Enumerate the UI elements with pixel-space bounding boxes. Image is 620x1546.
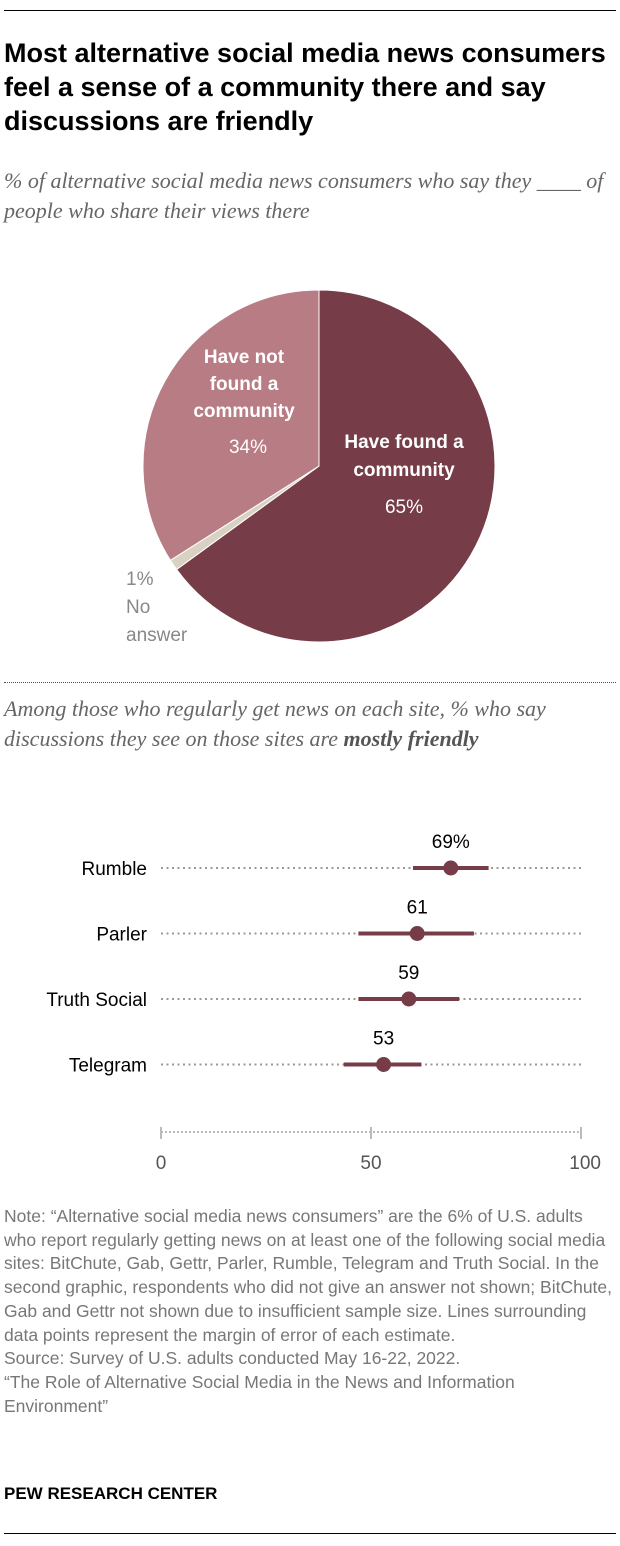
data-label: 69% <box>432 832 470 853</box>
x-tick-label: 0 <box>156 1153 167 1174</box>
pie-label-no-answer: No <box>126 597 150 618</box>
category-label: Rumble <box>82 859 147 880</box>
category-label: Truth Social <box>46 990 147 1011</box>
pie-label-no-answer: answer <box>126 625 188 646</box>
data-label: 61 <box>407 898 428 919</box>
pie-label-no-answer: 1% <box>126 569 154 590</box>
brand-logo-text: PEW RESEARCH CENTER <box>4 1484 218 1503</box>
data-point <box>401 991 417 1007</box>
pie-chart: Have found a community 65% Have not found a c… <box>126 289 496 646</box>
pie-label-not-found: found a <box>210 374 279 395</box>
category-label: Parler <box>96 925 147 946</box>
data-point <box>376 1057 392 1072</box>
pie-subtitle: % of alternative social media news consu… <box>4 168 604 223</box>
data-point <box>409 926 425 941</box>
bottom-rule <box>4 1533 616 1534</box>
x-tick-label: 50 <box>360 1153 381 1174</box>
top-rule <box>4 10 616 11</box>
chart-title: Most alternative social media news consu… <box>4 38 606 136</box>
dot-subtitle-text: Among those who regularly get news on ea… <box>4 696 546 751</box>
pie-label-found: Have found a <box>344 432 464 453</box>
pie-value-not-found: 34% <box>229 437 267 458</box>
pie-label-not-found: Have not <box>204 347 285 368</box>
section-divider <box>4 682 616 683</box>
data-label: 53 <box>373 1029 394 1050</box>
data-point <box>443 860 459 876</box>
note-text: Note: “Alternative social media news con… <box>4 1206 613 1345</box>
x-tick-label: 100 <box>569 1153 601 1174</box>
pie-slice-0 <box>175 289 496 643</box>
category-label: Telegram <box>69 1056 147 1077</box>
source-text: Source: Survey of U.S. adults conducted … <box>4 1348 461 1369</box>
note: Note: “Alternative social media news con… <box>4 1205 614 1418</box>
pie-slice-2 <box>142 289 320 561</box>
report-title: “The Role of Alternative Social Media in… <box>4 1371 515 1416</box>
data-label: 59 <box>398 963 419 984</box>
dot-subtitle: Among those who regularly get news on ea… <box>4 694 614 754</box>
pie-label-found: community <box>353 460 455 481</box>
pie-label-not-found: community <box>193 401 295 422</box>
dot-plot: Rumble 69% Parler 61 Truth Social 59 Telegram 5… <box>46 832 601 1174</box>
dot-subtitle-emphasis: mostly friendly <box>343 726 479 751</box>
pie-value-found: 65% <box>385 497 423 518</box>
